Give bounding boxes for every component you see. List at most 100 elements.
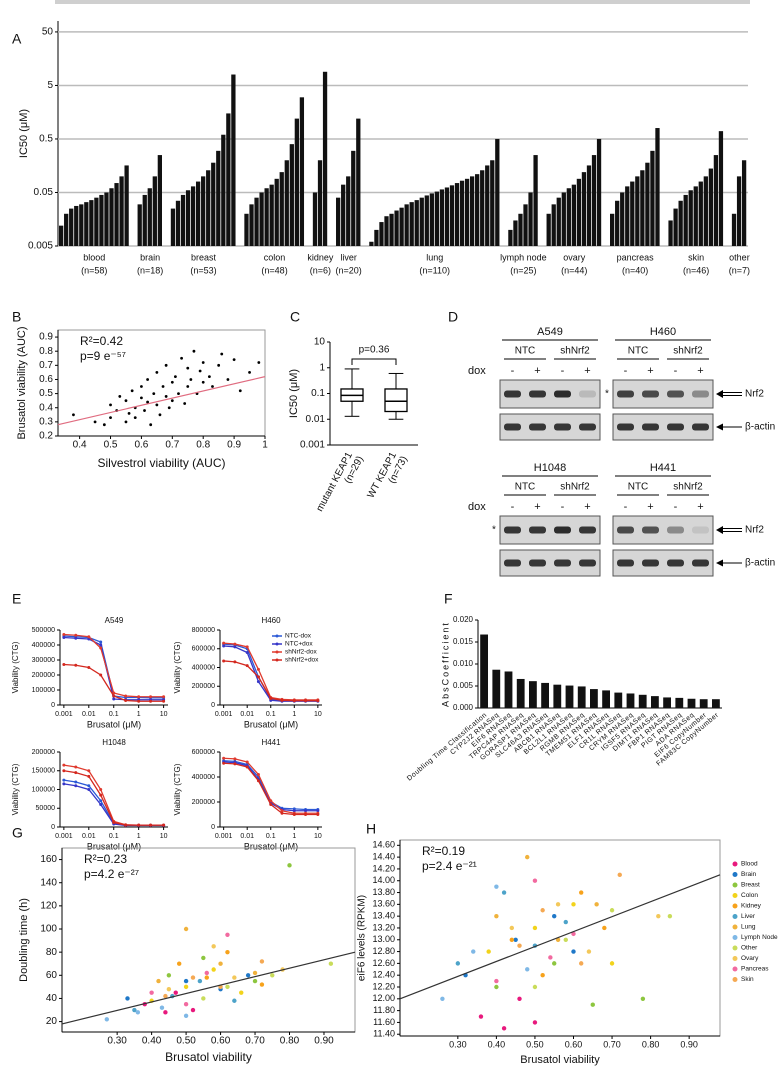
- data-point: [256, 773, 260, 776]
- bar: [490, 160, 495, 246]
- y-tick-label: 600000: [192, 646, 215, 653]
- group-label: shNrf2: [673, 482, 703, 493]
- y-tick-label: 160: [40, 854, 57, 865]
- x-tick-label: 10: [314, 833, 322, 840]
- band: [504, 423, 521, 431]
- panel-label: H: [366, 821, 376, 837]
- x-axis-title: Brusatol (μM): [87, 841, 141, 851]
- y-tick-label: 140: [40, 877, 57, 888]
- data-point: [269, 696, 273, 700]
- y-tick-label: 200000: [192, 799, 215, 806]
- bar: [693, 186, 698, 246]
- data-point: [132, 1007, 137, 1013]
- bar: [79, 204, 84, 246]
- bar: [284, 160, 289, 246]
- data-point: [304, 809, 308, 813]
- x-tick-label: 0.01: [240, 833, 254, 840]
- band: [692, 526, 709, 534]
- bar: [703, 176, 708, 246]
- data-point: [292, 813, 296, 816]
- bar: [89, 200, 94, 246]
- bar: [541, 682, 550, 708]
- band: [667, 526, 684, 534]
- annotation: R²=0.23: [84, 852, 127, 866]
- arrow-head: [716, 390, 723, 398]
- data-point: [532, 1020, 538, 1025]
- bar: [374, 229, 379, 246]
- y-tick-label: 0.1: [311, 388, 325, 399]
- bar: [504, 671, 513, 708]
- bar: [249, 204, 254, 246]
- x-tick-label: 0.60: [211, 1036, 231, 1047]
- data-point: [99, 788, 103, 791]
- series-line: [63, 783, 164, 827]
- dox-sign: +: [697, 501, 703, 513]
- bar: [84, 202, 89, 246]
- legend-label: Breast: [741, 882, 760, 889]
- data-point: [552, 913, 557, 919]
- box: [384, 388, 408, 413]
- x-tick-label: 0.9: [227, 440, 241, 451]
- bar: [610, 213, 615, 246]
- chart-title: H1048: [102, 738, 126, 747]
- y-tick-label: 150000: [32, 768, 55, 775]
- bar: [454, 183, 460, 246]
- bar: [731, 213, 737, 246]
- data-point: [287, 863, 292, 868]
- data-point: [532, 984, 538, 990]
- data-point: [152, 392, 156, 395]
- legend-label: Kidney: [741, 903, 762, 910]
- dox-sign: +: [534, 365, 540, 377]
- bar: [384, 216, 389, 246]
- bar: [516, 678, 525, 708]
- bar: [683, 194, 688, 246]
- band: [529, 526, 546, 534]
- series-line: [63, 770, 164, 826]
- legend-label: NTC-dox: [285, 633, 312, 640]
- data-point: [201, 361, 205, 364]
- annotation: p=0.36: [359, 345, 390, 356]
- legend-label: NTC+dox: [285, 641, 313, 648]
- x-axis-title: Brusatol (μM): [244, 841, 298, 851]
- dox-sign: -: [674, 501, 678, 513]
- data-point: [245, 765, 249, 769]
- band: [504, 559, 521, 567]
- data-point: [192, 349, 196, 353]
- bracket: [351, 358, 397, 365]
- chart-title: A549: [105, 616, 124, 625]
- data-point: [238, 389, 242, 393]
- bar: [389, 213, 394, 246]
- data-point: [292, 809, 296, 813]
- bar: [518, 213, 523, 246]
- bar: [630, 181, 635, 246]
- data-point: [232, 998, 237, 1003]
- bar: [645, 162, 650, 246]
- bar: [591, 155, 597, 246]
- data-point: [183, 402, 187, 405]
- data-point: [222, 644, 226, 648]
- dox-label: dox: [468, 365, 486, 377]
- panel-label: E: [12, 591, 21, 607]
- bar: [109, 188, 114, 246]
- data-point: [204, 975, 209, 980]
- y-axis-title: IC50 (μM): [18, 109, 30, 158]
- band: [642, 423, 659, 431]
- y-tick-label: 13.60: [372, 899, 395, 909]
- bar: [180, 194, 186, 246]
- data-point: [183, 926, 189, 932]
- legend-marker: [732, 914, 738, 919]
- y-tick-label: 13.40: [372, 911, 395, 921]
- x-tick-label: 1: [262, 440, 268, 451]
- bar: [508, 229, 513, 246]
- legend-marker: [732, 945, 738, 951]
- data-point: [104, 1017, 110, 1022]
- bar: [74, 205, 79, 246]
- data-point: [540, 972, 545, 978]
- y-tick-label: 0.8: [39, 346, 53, 357]
- bar: [650, 696, 659, 708]
- data-point: [149, 699, 153, 703]
- bar: [581, 172, 587, 246]
- data-point: [280, 811, 284, 815]
- bar: [157, 155, 162, 246]
